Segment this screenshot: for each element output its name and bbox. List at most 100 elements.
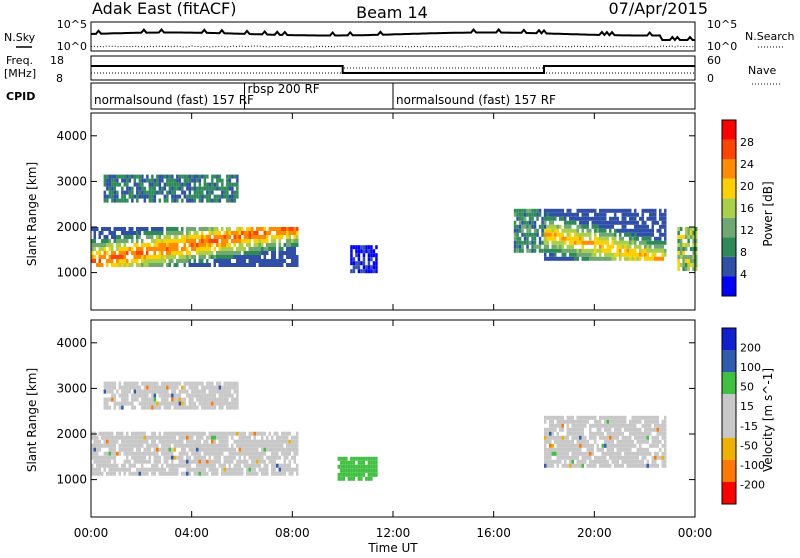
velocity-cell [203,385,207,390]
velocity-cell [101,431,104,436]
power-cell [161,186,164,191]
velocity-cell [163,443,166,448]
power-cell [228,182,232,187]
velocity-cell [103,381,107,386]
power-cell [521,220,524,225]
power-cell [143,255,146,259]
velocity-cell [233,439,236,444]
velocity-cell [206,451,209,456]
velocity-cell [624,459,627,464]
velocity-cell [556,447,559,452]
power-cell [228,263,231,267]
power-cell [664,232,667,237]
velocity-cell [579,451,582,456]
velocity-cell [549,423,552,428]
power-cell [228,174,232,179]
velocity-cell [559,435,562,440]
power-cell [201,239,204,243]
power-cell [123,194,127,199]
velocity-cell [111,381,114,386]
velocity-cell [148,405,152,410]
power-cell [251,251,254,255]
velocity-cell [213,459,216,464]
power-cell [291,263,294,267]
power-cell [131,247,134,251]
power-cell [208,247,211,251]
power-cell [634,232,637,237]
y-tick-label: 3000 [56,174,87,188]
velocity-cell [173,385,177,390]
velocity-cell [151,439,154,444]
power-cell [631,232,634,237]
velocity-cell [166,447,169,452]
power-cell [206,247,209,251]
velocity-cell [268,431,271,436]
power-cell [521,224,524,229]
velocity-cell [656,431,659,436]
power-cell [161,243,164,247]
power-cell [141,251,144,255]
velocity-cell [355,464,358,469]
power-cell [148,194,152,199]
power-cell [518,208,522,213]
velocity-cell [168,435,171,440]
power-cell [584,212,587,217]
power-cell [619,252,622,257]
velocity-cell [576,423,579,428]
velocity-cell [664,439,667,444]
velocity-cell [228,459,231,464]
power-ylabel: Slant Range [km] [25,162,39,266]
velocity-cell [121,439,124,444]
power-cell [146,190,149,195]
power-cell [513,224,517,229]
velocity-cell [609,427,612,432]
power-cell [111,174,114,179]
velocity-cell [126,385,129,390]
velocity-cell [561,423,564,428]
power-cell [611,232,614,237]
power-cell [131,251,134,255]
cpid-segment-label: rbsp 200 RF [248,82,320,96]
power-cell [370,245,373,250]
power-cell [146,243,149,247]
velocity-cell [616,463,619,468]
power-cell [594,236,597,241]
power-cell [518,244,522,249]
power-cell [166,247,169,251]
power-cell [101,263,104,267]
power-cell [221,251,224,255]
power-cell [161,251,164,255]
power-cell [193,190,197,195]
power-cell [176,227,179,231]
power-cell [599,240,602,245]
velocity-cell [636,459,639,464]
power-cell [352,245,356,250]
velocity-cell [116,467,119,472]
power-cell [581,248,584,253]
velocity-cell [168,439,171,444]
velocity-cell [646,435,649,440]
power-cell [276,227,279,231]
velocity-cell [641,447,644,452]
velocity-cell [649,419,652,424]
velocity-cell [143,381,147,386]
x-tick-label: 04:00 [174,526,209,540]
power-cell [288,231,291,235]
velocity-cell [281,447,284,452]
power-cell [594,208,597,213]
power-cell [551,212,554,217]
velocity-cell [161,397,164,402]
power-cell [682,243,685,247]
power-cell [286,231,289,235]
velocity-cell [206,381,209,386]
power-cell [263,227,266,231]
power-cell [523,240,527,245]
velocity-cell [116,431,119,436]
velocity-cell [126,397,129,402]
velocity-cell [281,463,284,468]
velocity-cell [367,476,371,481]
velocity-cell [158,405,162,410]
velocity-cell [365,468,368,473]
power-cell [163,243,166,247]
power-cell [375,265,378,270]
